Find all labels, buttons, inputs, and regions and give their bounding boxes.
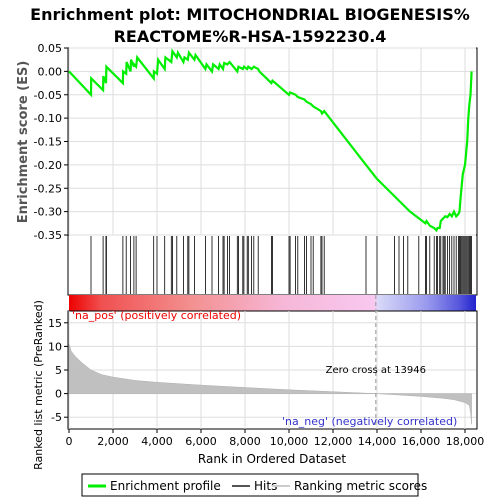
es-ytick-label: -0.10 [34, 112, 62, 125]
x-tick-label: 0 [66, 435, 73, 448]
es-ytick-label: -0.20 [34, 159, 62, 172]
es-axis-label: Enrichment score (ES) [16, 61, 31, 224]
ranking-axis-label: Ranked list metric (PreRanked) [32, 300, 45, 470]
rank-ytick-label: 0 [55, 388, 62, 401]
es-ytick-label: -0.25 [34, 182, 62, 195]
es-y-axis: 0.05 0.00 -0.05 -0.10 -0.15 -0.20 -0.25 -0.30 -0… [34, 42, 68, 242]
x-tick-label: 10,000 [270, 435, 309, 448]
es-ytick-label: -0.05 [34, 89, 62, 102]
legend-enrichment-label: Enrichment profile [110, 479, 221, 493]
es-ytick-label: 0.05 [38, 42, 63, 55]
x-tick-label: 16,000 [402, 435, 441, 448]
legend-ranking-label: Ranking metric scores [294, 479, 427, 493]
x-tick-label: 8,000 [229, 435, 261, 448]
es-ytick-label: -0.30 [34, 206, 62, 219]
es-ytick-label: -0.15 [34, 136, 62, 149]
ranking-x-axis: 0 2,000 4,000 6,000 8,000 10,000 12,000 14,000 1… [66, 429, 485, 448]
x-axis-label: Rank in Ordered Dataset [198, 452, 346, 466]
es-ytick-label: -0.35 [34, 229, 62, 242]
zero-cross-label: Zero cross at 13946 [326, 365, 426, 376]
x-tick-label: 4,000 [141, 435, 173, 448]
rank-ytick-label: -5 [51, 411, 62, 424]
ranking-y-axis: 15 10 5 0 -5 [48, 317, 68, 424]
x-tick-label: 2,000 [97, 435, 129, 448]
positive-correlation-label: 'na_pos' (positively correlated) [72, 309, 241, 322]
rank-ytick-label: 5 [55, 364, 62, 377]
x-tick-label: 12,000 [314, 435, 353, 448]
rank-ytick-label: 15 [48, 317, 62, 330]
chart-title-line2: REACTOME%R-HSA-1592230.4 [114, 27, 387, 46]
rank-ytick-label: 10 [48, 340, 62, 353]
es-ytick-label: 0.00 [38, 65, 63, 78]
x-tick-label: 6,000 [185, 435, 217, 448]
negative-correlation-label: 'na_neg' (negatively correlated) [282, 415, 457, 428]
chart-title-line1: Enrichment plot: MITOCHONDRIAL BIOGENESI… [30, 5, 470, 24]
x-tick-label: 14,000 [358, 435, 397, 448]
x-tick-label: 18,000 [446, 435, 485, 448]
